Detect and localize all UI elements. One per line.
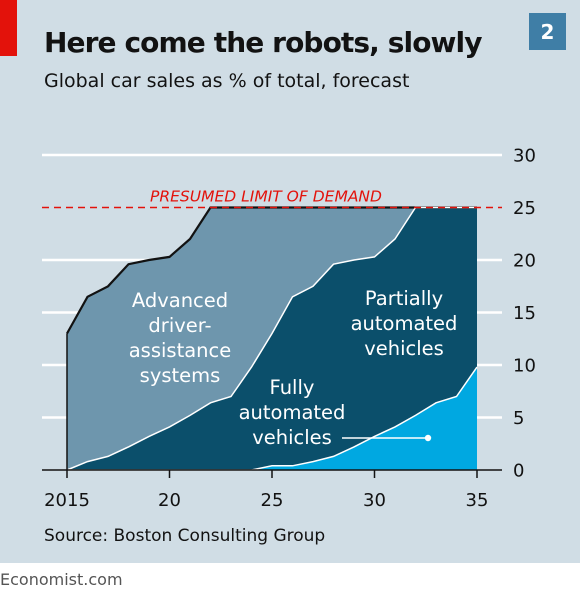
x-tick-label: 30	[363, 490, 386, 511]
area-label-line: assistance	[129, 339, 232, 362]
y-tick-label: 30	[513, 146, 536, 167]
area-label-line: vehicles	[252, 426, 332, 449]
footer-brand: Economist.com	[0, 570, 123, 589]
label-pointer-dot	[424, 434, 432, 442]
area-label-line: Fully	[270, 376, 315, 399]
x-tick-label: 2015	[44, 490, 90, 511]
area-label-line: automated	[351, 312, 458, 335]
area-label-line: vehicles	[364, 337, 444, 360]
chart-subtitle: Global car sales as % of total, forecast	[44, 70, 410, 92]
area-label-line: Partially	[365, 287, 443, 310]
area-chart: 0 5 10 15 20 25 30 2015 20 25 30 35 PRESUMED LIMIT O…	[42, 146, 536, 512]
y-tick-label: 15	[513, 303, 536, 324]
chart-title: Here come the robots, slowly	[44, 26, 482, 59]
y-tick-label: 0	[513, 461, 524, 482]
y-tick-label: 20	[513, 251, 536, 272]
chart-areas	[67, 207, 477, 470]
brand-red-tab	[0, 0, 17, 56]
limit-label: PRESUMED LIMIT OF DEMAND	[150, 188, 382, 206]
source-note: Source: Boston Consulting Group	[44, 526, 326, 546]
x-tick-label: 35	[466, 490, 489, 511]
area-label-line: systems	[140, 364, 221, 387]
x-tick-label: 20	[158, 490, 181, 511]
area-fully-automated-vehicles	[67, 367, 477, 470]
y-tick-label: 10	[513, 356, 536, 377]
area-label-line: automated	[239, 401, 346, 424]
area-label-line: Advanced	[132, 289, 228, 312]
x-tick-label: 25	[261, 490, 284, 511]
y-tick-label: 5	[513, 408, 524, 429]
chart-number-badge: 2	[529, 13, 566, 50]
series-line-2	[66, 206, 477, 471]
chart-marks	[42, 206, 502, 478]
area-advanced-driver-assistance-systems	[67, 207, 477, 470]
area-partially-automated-vehicles	[67, 207, 477, 470]
y-tick-label: 25	[513, 198, 536, 219]
chart-labels: 0 5 10 15 20 25 30 2015 20 25 30 35 PRESUMED LIMIT O…	[44, 146, 536, 512]
area-label-line: driver-	[148, 314, 211, 337]
